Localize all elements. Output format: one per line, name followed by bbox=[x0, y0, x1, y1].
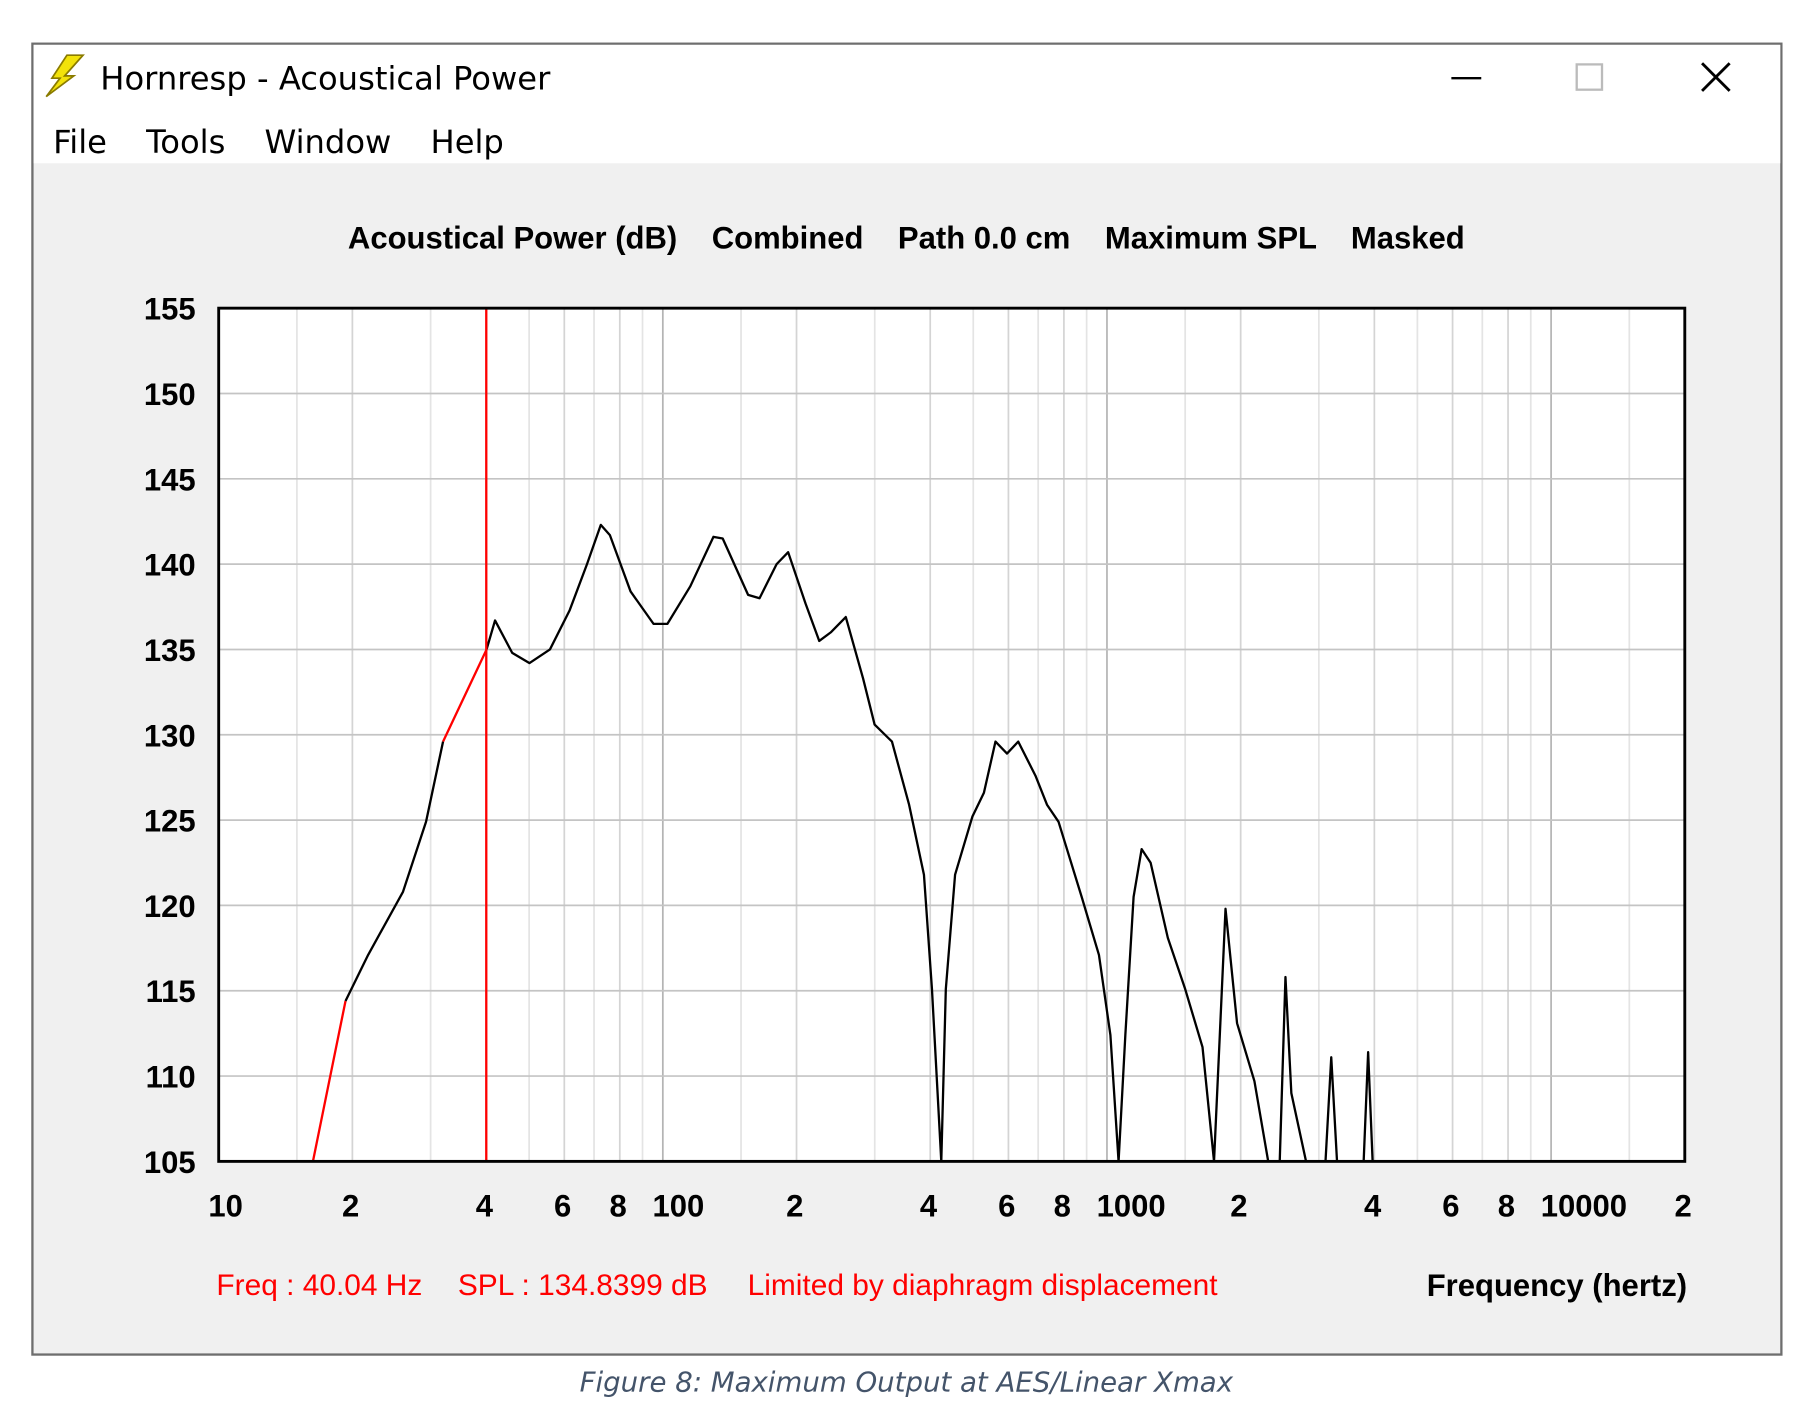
y-tick-label: 145 bbox=[144, 462, 196, 497]
x-tick-label: 100 bbox=[652, 1189, 704, 1224]
x-tick-label: 4 bbox=[920, 1189, 938, 1224]
menu-bar: File Tools Window Help bbox=[53, 123, 504, 161]
y-tick-label: 110 bbox=[146, 1060, 196, 1095]
close-button[interactable] bbox=[1701, 62, 1731, 92]
x-tick-label: 6 bbox=[1442, 1189, 1459, 1224]
x-tick-label: 4 bbox=[1364, 1189, 1382, 1224]
x-tick-label: 8 bbox=[1498, 1189, 1515, 1224]
y-tick-label: 125 bbox=[144, 804, 196, 839]
x-tick-label: 8 bbox=[609, 1189, 626, 1224]
plot-frame bbox=[217, 306, 1687, 1163]
x-tick-label: 8 bbox=[1054, 1189, 1071, 1224]
y-tick-label: 130 bbox=[144, 718, 196, 753]
series-line bbox=[311, 648, 488, 1162]
menu-item[interactable]: Help bbox=[430, 123, 503, 161]
x-tick-label: 2 bbox=[342, 1189, 359, 1224]
y-tick-label: 120 bbox=[144, 889, 196, 924]
x-tick-label: 6 bbox=[554, 1189, 571, 1224]
x-tick-label: 10 bbox=[208, 1189, 243, 1224]
x-tick-label: 6 bbox=[998, 1189, 1015, 1224]
y-tick-label: 140 bbox=[144, 548, 196, 583]
menu-item[interactable]: Tools bbox=[145, 123, 225, 161]
y-tick-label: 105 bbox=[144, 1145, 196, 1180]
y-tick-label: 115 bbox=[146, 974, 196, 1009]
y-tick-label: 155 bbox=[144, 292, 196, 327]
x-tick-label: 2 bbox=[786, 1189, 803, 1224]
status-text: Limited by diaphragm displacement bbox=[748, 1269, 1219, 1302]
y-tick-label: 135 bbox=[144, 633, 196, 668]
series-line bbox=[344, 523, 1374, 1163]
menu-item[interactable]: File bbox=[53, 123, 107, 161]
app-icon bbox=[45, 54, 85, 98]
maximize-button[interactable] bbox=[1575, 63, 1604, 91]
x-tick-label: 1000 bbox=[1097, 1189, 1166, 1224]
status-text: SPL : 134.8399 dB bbox=[458, 1269, 708, 1302]
y-tick-label: 150 bbox=[144, 377, 196, 412]
x-tick-label: 2 bbox=[1230, 1189, 1247, 1224]
x-tick-label: 2 bbox=[1674, 1189, 1691, 1224]
status-text: Freq : 40.04 Hz bbox=[216, 1269, 422, 1302]
figure-caption: Figure 8: Maximum Output at AES/Linear X… bbox=[580, 1365, 1234, 1398]
chart-title: Acoustical Power (dB) Combined Path 0.0 … bbox=[348, 220, 1465, 255]
x-tick-label: 4 bbox=[476, 1189, 494, 1224]
window-title: Hornresp - Acoustical Power bbox=[100, 60, 551, 98]
x-tick-label: 10000 bbox=[1541, 1189, 1627, 1224]
title-and-menu-bar bbox=[33, 44, 1781, 164]
x-axis-label: Frequency (hertz) bbox=[1427, 1268, 1687, 1303]
menu-item[interactable]: Window bbox=[264, 123, 391, 161]
